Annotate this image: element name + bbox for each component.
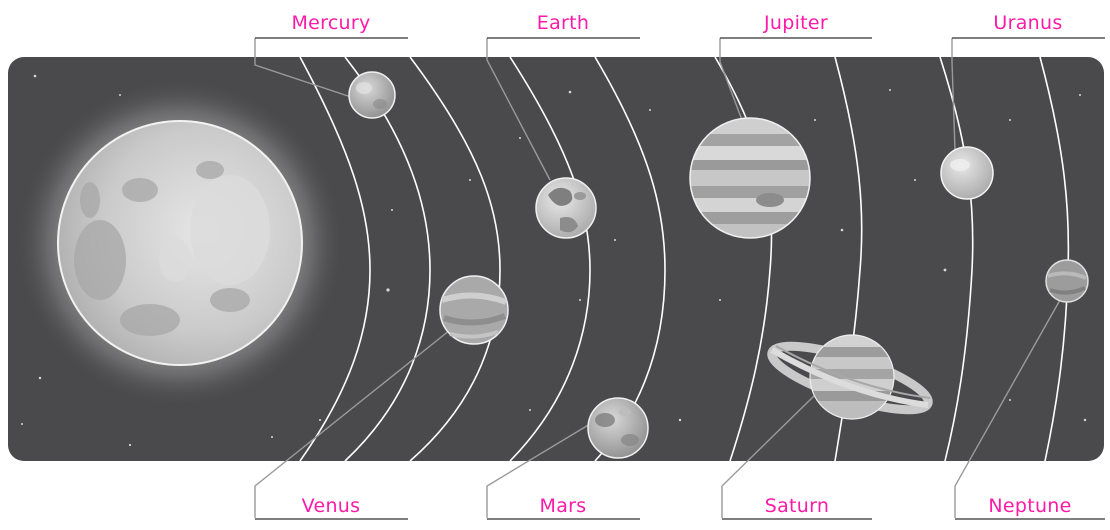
planet-saturn — [767, 334, 933, 420]
planet-neptune — [1045, 259, 1089, 303]
label-mercury: Mercury — [291, 12, 371, 34]
leader-uranus — [951, 38, 956, 151]
leader-venus — [254, 329, 451, 518]
orbit-earth — [409, 57, 501, 461]
orbit-mercury — [299, 57, 371, 461]
stars — [21, 74, 1087, 447]
leader-mars — [486, 417, 601, 518]
orbit-mars — [509, 57, 591, 461]
orbit-jupiter — [594, 57, 666, 461]
leader-mercury — [254, 38, 361, 101]
label-jupiter: Jupiter — [763, 12, 829, 34]
label-neptune: Neptune — [988, 495, 1072, 517]
planet-earth — [535, 177, 597, 239]
sun — [15, 78, 345, 408]
label-underlines — [255, 37, 1105, 520]
planet-mars — [587, 397, 649, 459]
label-uranus: Uranus — [993, 12, 1063, 34]
leader-earth — [486, 38, 551, 181]
orbit-neptune — [939, 57, 974, 461]
orbit-venus — [344, 57, 431, 461]
leader-jupiter — [719, 38, 743, 121]
label-saturn: Saturn — [764, 495, 830, 517]
planet-uranus — [940, 146, 994, 200]
leader-neptune — [954, 299, 1061, 518]
planet-venus — [439, 275, 509, 345]
leader-saturn — [721, 394, 816, 518]
label-earth: Earth — [536, 12, 590, 34]
leader-lines — [254, 38, 1061, 518]
label-venus: Venus — [301, 495, 361, 517]
label-mars: Mars — [539, 495, 587, 517]
planet-mercury — [348, 71, 396, 119]
planet-jupiter — [689, 117, 811, 239]
